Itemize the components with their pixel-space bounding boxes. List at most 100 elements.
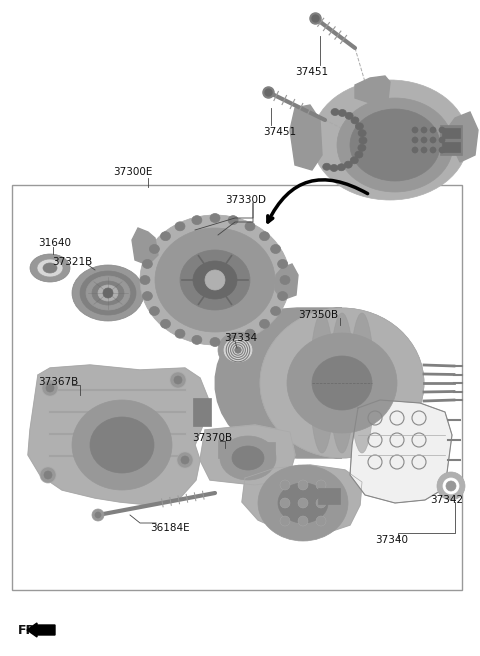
Text: 37350B: 37350B [298, 310, 338, 320]
Polygon shape [350, 400, 452, 503]
Ellipse shape [175, 329, 185, 338]
Text: 37451: 37451 [263, 127, 296, 137]
Circle shape [316, 516, 326, 526]
Text: 37367B: 37367B [38, 377, 78, 387]
Ellipse shape [43, 263, 57, 273]
Circle shape [46, 384, 54, 392]
Ellipse shape [140, 215, 290, 345]
Circle shape [170, 372, 186, 388]
Text: 37340: 37340 [375, 535, 408, 545]
Circle shape [280, 498, 290, 508]
Circle shape [412, 147, 418, 153]
Circle shape [430, 147, 436, 153]
Ellipse shape [192, 216, 202, 224]
Circle shape [437, 472, 465, 500]
Circle shape [316, 480, 326, 490]
Bar [193, 398, 211, 426]
Ellipse shape [90, 417, 154, 473]
Circle shape [298, 516, 308, 526]
Circle shape [439, 127, 445, 133]
Polygon shape [290, 105, 322, 170]
Ellipse shape [220, 436, 276, 480]
Ellipse shape [358, 130, 366, 136]
Ellipse shape [175, 222, 185, 231]
Bar [318, 488, 340, 504]
Polygon shape [275, 264, 298, 300]
Circle shape [92, 509, 104, 521]
Ellipse shape [180, 250, 250, 310]
Text: FR.: FR. [18, 623, 41, 636]
Ellipse shape [330, 165, 338, 171]
Ellipse shape [312, 80, 468, 200]
Ellipse shape [140, 276, 150, 285]
Ellipse shape [277, 260, 288, 268]
Polygon shape [132, 228, 158, 265]
Ellipse shape [345, 112, 353, 119]
Ellipse shape [331, 108, 339, 115]
Ellipse shape [155, 228, 275, 332]
Text: 37334: 37334 [224, 333, 257, 343]
Text: 37330D: 37330D [225, 195, 266, 205]
Text: 37451: 37451 [295, 67, 328, 77]
Ellipse shape [232, 446, 264, 470]
Circle shape [443, 478, 459, 494]
Ellipse shape [224, 338, 252, 362]
Circle shape [181, 456, 189, 464]
Ellipse shape [210, 337, 220, 346]
Circle shape [280, 516, 290, 526]
Bar [12, 185, 462, 590]
Ellipse shape [258, 465, 348, 541]
Ellipse shape [260, 308, 424, 458]
Ellipse shape [143, 291, 152, 300]
Ellipse shape [260, 232, 269, 241]
Circle shape [174, 376, 182, 384]
Ellipse shape [245, 222, 255, 231]
Ellipse shape [338, 110, 347, 117]
Ellipse shape [355, 151, 363, 158]
Circle shape [446, 481, 456, 491]
Circle shape [316, 498, 326, 508]
Ellipse shape [271, 306, 281, 316]
FancyArrow shape [27, 623, 55, 637]
Circle shape [439, 137, 445, 143]
Bar [218, 440, 238, 458]
Text: 37321B: 37321B [52, 257, 92, 267]
Text: 31640: 31640 [38, 238, 71, 248]
Ellipse shape [30, 254, 70, 282]
Polygon shape [242, 465, 362, 535]
Ellipse shape [37, 259, 63, 277]
Circle shape [205, 270, 225, 290]
Circle shape [421, 137, 427, 143]
Text: 36184E: 36184E [150, 523, 190, 533]
Ellipse shape [86, 276, 130, 310]
Circle shape [439, 147, 445, 153]
Ellipse shape [160, 232, 170, 241]
Ellipse shape [260, 319, 269, 329]
Ellipse shape [350, 157, 358, 164]
Ellipse shape [280, 276, 290, 285]
Ellipse shape [312, 356, 372, 410]
Ellipse shape [160, 319, 170, 329]
Polygon shape [355, 76, 390, 103]
Ellipse shape [359, 137, 367, 144]
Ellipse shape [245, 329, 255, 338]
Ellipse shape [149, 306, 159, 316]
Ellipse shape [355, 123, 363, 130]
Ellipse shape [310, 313, 334, 453]
Ellipse shape [72, 400, 172, 490]
Bar [440, 125, 462, 155]
Circle shape [103, 288, 113, 298]
Bar [442, 128, 460, 138]
Ellipse shape [337, 98, 453, 192]
Ellipse shape [218, 332, 258, 368]
Ellipse shape [323, 163, 331, 171]
Ellipse shape [330, 313, 354, 453]
Circle shape [298, 480, 308, 490]
Ellipse shape [228, 216, 238, 224]
Ellipse shape [193, 261, 237, 299]
Circle shape [42, 380, 58, 396]
Polygon shape [216, 308, 342, 458]
Ellipse shape [287, 333, 397, 433]
Text: 37342: 37342 [430, 495, 463, 505]
Circle shape [95, 512, 101, 518]
